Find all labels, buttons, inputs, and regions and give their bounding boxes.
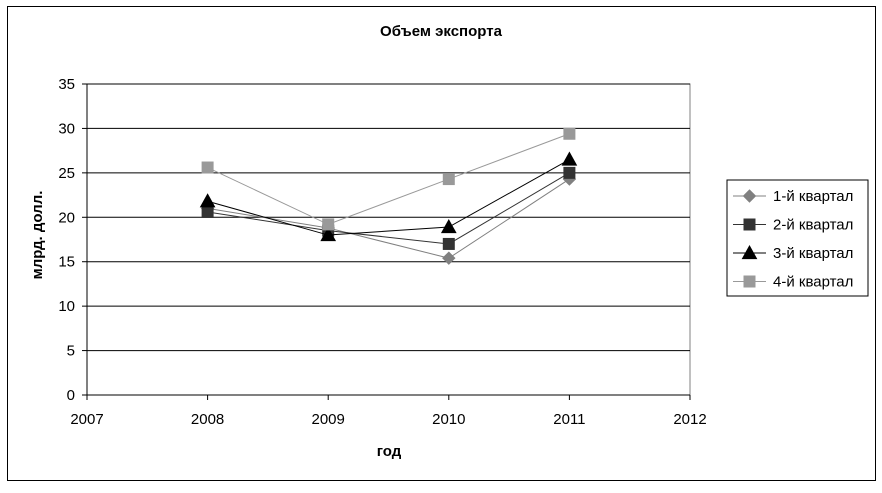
data-point [442,237,455,250]
x-tick-label: 2009 [312,411,345,428]
data-point [322,218,335,231]
series-line [207,172,570,245]
y-tick-label: 30 [58,120,75,137]
data-point [561,151,578,166]
y-tick-label: 25 [58,165,75,182]
y-axis-label: млрд. долл. [29,191,46,280]
x-tick-label: 2007 [70,411,103,428]
series-layer [199,127,578,265]
y-tick-label: 5 [67,343,75,360]
data-point [563,127,576,140]
data-point [563,166,576,179]
data-point [201,205,214,218]
chart-title: Объем экспорта [380,23,503,40]
data-point [201,161,214,174]
legend-label: 1-й квартал [773,188,853,205]
y-tick-label: 0 [67,387,75,404]
legend-item: 1-й квартал [733,188,853,205]
series-3 [199,151,578,242]
x-tick-label: 2011 [553,411,585,428]
data-point [440,219,457,234]
legend-label: 3-й квартал [773,245,853,262]
series-4 [201,127,576,231]
y-axis-ticks: 0 5 10 15 20 25 30 35 [58,76,88,404]
y-tick-label: 35 [58,76,75,93]
legend-item: 4-й квартал [733,274,853,291]
series-line [207,133,570,225]
legend-marker [741,244,758,260]
data-point [320,227,337,242]
gridlines [87,83,690,352]
y-tick-label: 15 [58,254,75,271]
legend-item: 3-й квартал [733,244,853,262]
legend-marker [742,189,757,203]
x-tick-label: 2012 [673,411,706,428]
data-point [442,173,455,186]
series-line [207,159,570,236]
data-point [199,193,216,208]
x-tick-label: 2010 [432,411,465,428]
x-axis-ticks: 2007 2008 2009 2010 2011 2012 [70,394,707,428]
y-tick-label: 20 [58,209,75,226]
legend-label: 2-й квартал [773,217,853,234]
legend-label: 4-й квартал [773,274,853,291]
data-point [442,251,456,265]
legend-marker [743,275,756,288]
legend: 1-й квартал 2-й квартал 3-й квартал 4-й ква… [726,179,869,297]
legend-marker [743,218,756,231]
legend-item: 2-й квартал [733,217,853,234]
plot-area [86,83,691,396]
y-tick-label: 10 [58,298,75,315]
x-tick-label: 2008 [191,411,224,428]
x-axis-label: год [377,443,402,460]
